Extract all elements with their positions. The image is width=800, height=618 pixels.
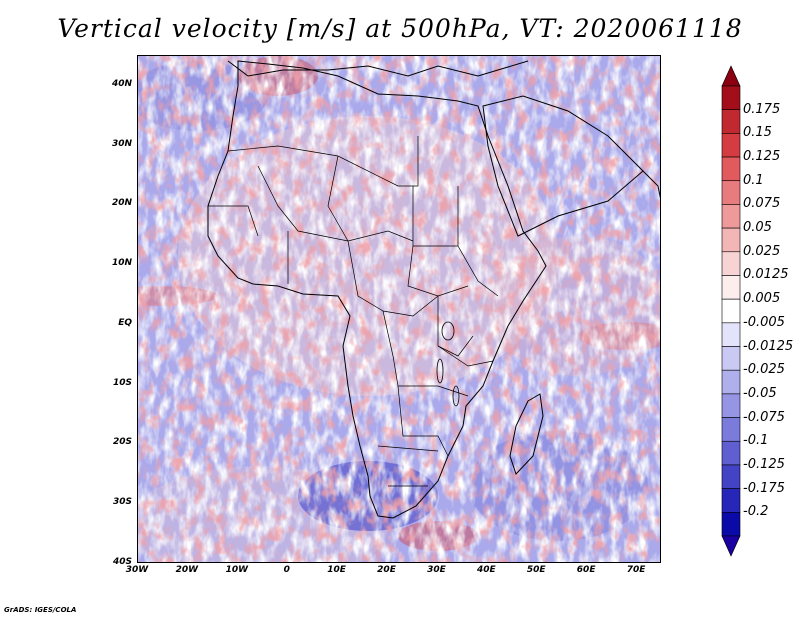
latitude-tick-label: 30N [111, 138, 132, 149]
latitude-tick-label: EQ [118, 317, 132, 328]
colorbar-bottom-arrow [721, 535, 741, 557]
colorbar-top-arrow [721, 65, 741, 87]
colorbar-box [721, 204, 741, 229]
colorbar-label: -0.025 [743, 362, 785, 378]
colorbar-label: -0.0125 [743, 338, 794, 354]
colorbar-box [721, 322, 741, 347]
colorbar-label: -0.005 [743, 314, 785, 330]
coastlines [207, 60, 660, 519]
latitude-tick-label: 20N [111, 198, 132, 209]
colorbar-label: -0.125 [743, 456, 785, 472]
africa-coastline [207, 60, 547, 519]
colorbar-label: -0.05 [743, 385, 777, 401]
colorbar-box [721, 393, 741, 418]
latitude-tick-label: 40S [112, 557, 132, 567]
colorbar-label: 0.075 [743, 196, 781, 212]
longitude-tick-label: 70E [626, 565, 646, 575]
colorbar-box [721, 85, 741, 110]
colorbar-box [721, 417, 741, 442]
colorbar-box [721, 346, 741, 371]
colorbar-label: 0.175 [743, 101, 781, 117]
arabian-peninsula-coastline [482, 95, 644, 237]
colorbar-box [721, 298, 741, 324]
map-title: Vertical velocity [m/s] at 500hPa, VT: 2… [57, 14, 743, 43]
longitude-tick-label: 40E [476, 565, 496, 575]
colorbar-box [721, 275, 741, 300]
latitude-tick-label: 20S [112, 437, 132, 448]
latitude-tick-label: 40N [111, 78, 132, 89]
longitude-tick-label: 0 [283, 565, 290, 575]
longitude-tick-label: 30W [125, 565, 149, 575]
longitude-tick-label: 50E [526, 565, 546, 575]
colorbar-label: 0.025 [743, 243, 781, 259]
longitude-tick-label: 10E [327, 565, 346, 575]
map-plot-area [137, 55, 661, 563]
velocity-field-red-speckle [138, 56, 660, 562]
lakes [436, 321, 460, 407]
colorbar-label: 0.005 [743, 291, 781, 307]
colorbar-label: 0.15 [743, 125, 772, 141]
country-borders [208, 136, 499, 487]
colorbar-box [721, 156, 741, 182]
colorbar-box [721, 488, 741, 513]
latitude-tick-label: 10N [111, 258, 132, 269]
india-coastline [642, 170, 660, 199]
colorbar-box [721, 133, 741, 158]
colorbar-box [721, 512, 741, 537]
latitude-tick-label: 10S [112, 377, 132, 388]
colorbar-label: -0.2 [743, 504, 769, 520]
colorbar-box [721, 440, 741, 466]
colorbar-label: 0.05 [743, 220, 772, 236]
europe-coastline [227, 60, 529, 77]
longitude-tick-label: 20E [377, 565, 396, 575]
longitude-tick-label: 60E [576, 565, 596, 575]
colorbar [721, 65, 741, 557]
colorbar-label: -0.1 [743, 433, 769, 449]
longitude-tick-label: 10W [225, 565, 249, 575]
colorbar-label: -0.175 [743, 480, 785, 496]
colorbar-box [721, 369, 741, 395]
colorbar-box [721, 109, 741, 134]
colorbar-label: 0.0125 [743, 267, 789, 283]
colorbar-box [721, 180, 741, 205]
latitude-tick-label: 30S [112, 497, 132, 508]
credit-text: GrADS: IGES/COLA [4, 606, 77, 614]
longitude-tick-label: 30E [427, 565, 446, 575]
colorbar-label: 0.125 [743, 149, 781, 165]
madagascar-coastline [509, 393, 544, 475]
colorbar-label: -0.075 [743, 409, 785, 425]
colorbar-label: 0.1 [743, 172, 764, 188]
longitude-tick-label: 20W [175, 565, 199, 575]
colorbar-box [721, 227, 741, 253]
colorbar-box [721, 251, 741, 276]
colorbar-box [721, 464, 741, 489]
